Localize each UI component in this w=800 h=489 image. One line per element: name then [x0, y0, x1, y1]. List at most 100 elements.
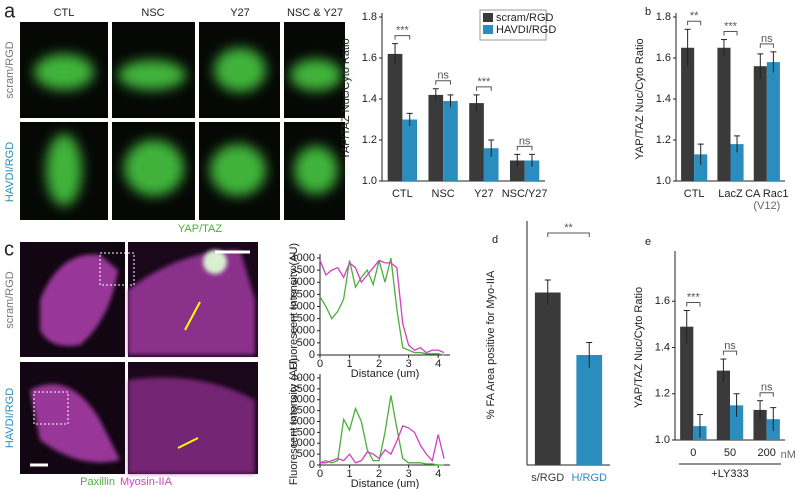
line-series [319, 259, 445, 354]
bar [717, 47, 731, 181]
row-label: scram/RGD [4, 271, 16, 329]
column-label: CTL [54, 7, 75, 19]
bar [694, 154, 708, 181]
bar [443, 101, 458, 181]
x-tick-label: CTL [684, 188, 705, 200]
y-tick-label: 1.4 [656, 93, 671, 105]
y-axis-label: YAP/TAZ Nuc/Cyto Ratio [340, 38, 352, 159]
x-tick-label: 2 [376, 358, 382, 370]
y-tick-label: 3000 [291, 394, 315, 406]
panel-letter: d [492, 234, 498, 246]
significance-bracket [476, 86, 492, 91]
significance-bracket [687, 20, 702, 26]
y-tick-label: 1.6 [655, 295, 670, 307]
legend-label: scram/RGD [496, 12, 554, 24]
x-tick-label: NSC/Y27 [502, 188, 548, 200]
image-caption: Paxillin [80, 476, 115, 488]
y-tick-label: 1.4 [655, 341, 670, 353]
y-tick-label: 1.2 [656, 134, 671, 146]
image-grid-c [20, 242, 258, 474]
x-tick-label: 4 [435, 468, 441, 480]
y-tick-label: 3500 [291, 383, 315, 395]
row-label: scram/RGD [4, 41, 16, 99]
significance-bracket [394, 35, 411, 40]
column-label: NSC & Y27 [287, 7, 343, 19]
significance-label: *** [687, 291, 701, 303]
row-label: HAVDI/RGD [4, 142, 16, 202]
bar [402, 119, 418, 181]
x-tick-label: NSC [432, 188, 455, 200]
y-axis-label: Fluorescent Intensity (AU) [288, 358, 300, 485]
y-axis-label: % FA Area positive for Myo-IIA [485, 270, 497, 419]
x-axis-label: Distance (um) [351, 478, 419, 489]
bar [730, 144, 744, 181]
x-axis-label: +LY333 [711, 468, 748, 480]
y-tick-label: 0 [309, 349, 315, 361]
significance-label: *** [396, 25, 410, 37]
column-label: NSC [141, 7, 164, 19]
panel-letter: c [4, 238, 14, 260]
y-tick-label: 500 [297, 337, 315, 349]
x-tick-label: H/RGD [572, 472, 608, 484]
bar [681, 47, 695, 181]
image-grid-a [20, 22, 345, 220]
significance-bracket [759, 43, 774, 48]
y-tick-label: 1.0 [655, 434, 670, 446]
bar [716, 370, 730, 440]
significance-label: ** [564, 222, 573, 234]
significance-label: ns [437, 70, 449, 82]
bar [428, 94, 444, 181]
y-axis-label: Fluorescent Intensity (AU) [288, 243, 300, 370]
y-tick-label: 1.2 [655, 388, 670, 400]
column-label: Y27 [230, 7, 250, 19]
x-tick-label: Y27 [474, 188, 494, 200]
y-tick-label: 1.6 [656, 52, 671, 64]
significance-bracket [723, 31, 738, 36]
y-tick-label: 1500 [291, 313, 315, 325]
legend-swatch [483, 25, 493, 34]
y-tick-label: 3000 [291, 276, 315, 288]
bar [509, 160, 525, 181]
row-label: HAVDI/RGD [4, 388, 16, 448]
significance-bracket [547, 232, 590, 237]
panel-letter: a [4, 0, 16, 22]
image-caption: YAP/TAZ [178, 223, 222, 235]
bar [766, 62, 780, 181]
y-tick-label: 1.0 [656, 175, 671, 187]
line-series [319, 257, 445, 356]
y-tick-label: 2000 [291, 300, 315, 312]
bar [387, 53, 403, 181]
y-tick-label: 1.6 [362, 52, 377, 64]
y-tick-label: 2500 [291, 288, 315, 300]
x-tick-label: 1 [346, 468, 352, 480]
y-tick-label: 1000 [291, 325, 315, 337]
bar [680, 326, 694, 440]
legend-swatch [483, 13, 493, 22]
y-axis-label: YAP/TAZ Nuc/Cyto Ratio [634, 38, 646, 159]
bar [730, 405, 744, 440]
x-tick-label: 2 [376, 468, 382, 480]
bar [576, 355, 603, 465]
bar [524, 160, 540, 181]
significance-label: ns [761, 33, 773, 45]
significance-bracket [686, 302, 701, 307]
bar [534, 292, 561, 465]
bar [483, 148, 499, 181]
x-tick-label: 200 [757, 447, 775, 459]
significance-label: ** [690, 10, 699, 22]
y-tick-label: 1.0 [362, 175, 377, 187]
panel-letter: b [645, 6, 651, 18]
x-tick-label: 3 [406, 468, 412, 480]
y-tick-label: 1.2 [362, 134, 377, 146]
significance-label: *** [477, 76, 491, 88]
x-unit: nM [781, 449, 796, 461]
x-tick-label: 0 [690, 447, 696, 459]
line-series [319, 395, 445, 466]
x-tick-label: 50 [724, 447, 736, 459]
significance-bracket [722, 350, 738, 356]
x-tick-label: 0 [317, 468, 323, 480]
significance-label: ns [519, 135, 531, 147]
significance-bracket [759, 392, 774, 397]
y-tick-label: 500 [297, 448, 315, 460]
